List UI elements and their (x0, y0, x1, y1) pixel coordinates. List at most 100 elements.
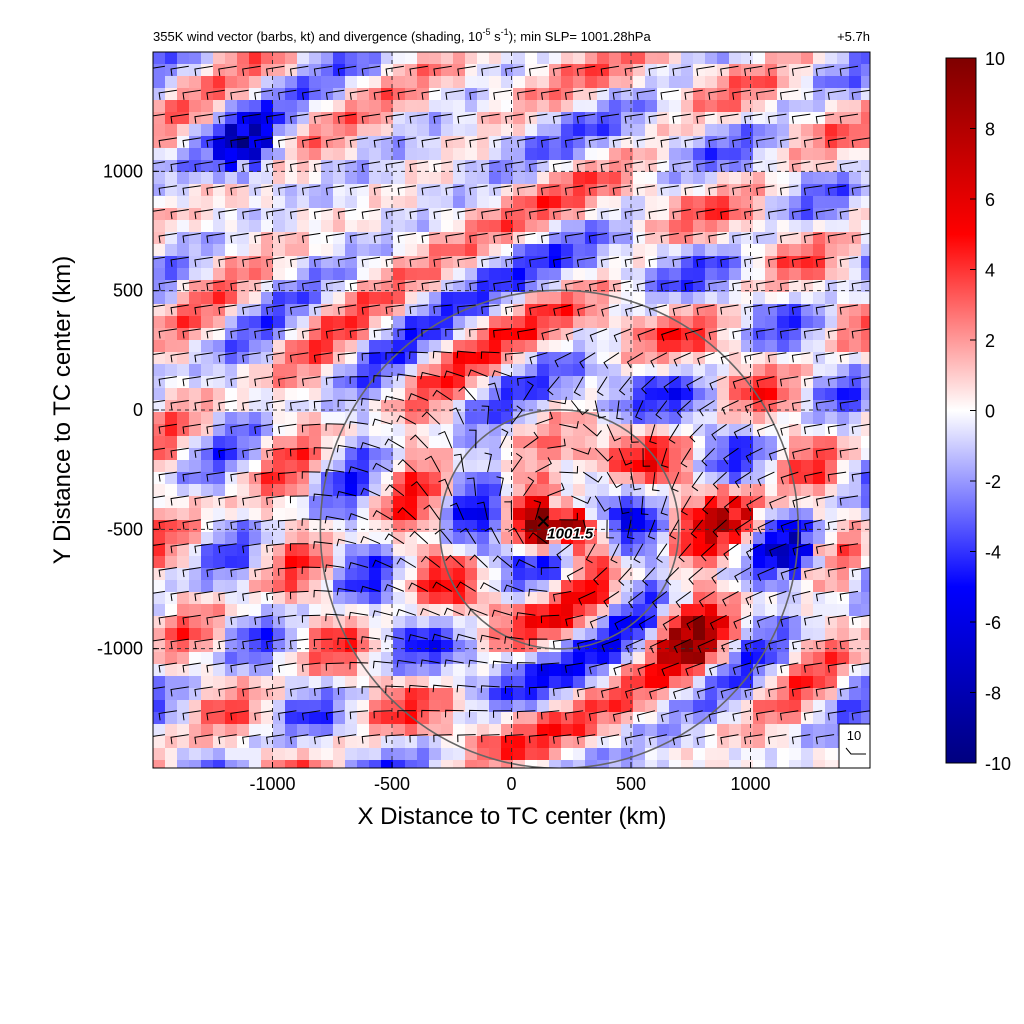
wind-barb (487, 382, 501, 401)
wind-barb (466, 477, 477, 496)
wind-barb (397, 185, 416, 196)
wind-barb (588, 280, 608, 292)
wind-barb (505, 65, 524, 76)
wind-barb (372, 510, 393, 521)
wind-barb (277, 614, 297, 625)
wind-barb (672, 304, 691, 316)
wind-barb (791, 304, 811, 315)
wind-barb (779, 89, 799, 100)
wind-barb (372, 418, 393, 426)
wind-barb (337, 686, 357, 695)
wind-barb (170, 352, 189, 363)
wind-barb (745, 447, 763, 463)
wind-barb (698, 400, 715, 417)
wind-barb (313, 447, 333, 455)
wind-barb (182, 137, 201, 148)
wind-barb (708, 662, 727, 676)
wind-barb (170, 734, 189, 745)
wind-barb (432, 684, 452, 693)
wind-barb (626, 519, 635, 540)
wind-barb (170, 209, 189, 220)
wind-barb (540, 567, 560, 575)
wind-barb (206, 232, 225, 244)
wind-barb (756, 662, 775, 675)
wind-barb (254, 710, 273, 721)
wind-barb (744, 400, 763, 414)
wind-barb (827, 710, 847, 721)
wind-barb (218, 543, 237, 554)
wind-barb (484, 452, 492, 473)
wind-barb (242, 352, 261, 363)
wind-barb (528, 532, 548, 545)
wind-barb (373, 137, 393, 148)
wind-barb (661, 328, 679, 342)
wind-barb (721, 400, 739, 415)
wind-barb (493, 328, 512, 338)
wind-barb (723, 543, 739, 561)
wind-barb (349, 710, 369, 720)
wind-barb (612, 137, 632, 148)
wind-barb (242, 400, 261, 411)
wind-barb (218, 161, 237, 172)
wind-barb (529, 304, 548, 316)
wind-barb (385, 484, 405, 497)
wind-barb (711, 567, 727, 584)
wind-barb (397, 232, 416, 244)
wind-barb (289, 256, 309, 267)
wind-barb (433, 65, 452, 76)
wind-barb (594, 400, 606, 419)
wind-barb (564, 89, 584, 100)
wind-barb (529, 256, 548, 267)
wind-barb (206, 471, 225, 482)
wind-barb (596, 376, 608, 397)
wind-barb (779, 280, 799, 291)
colorbar-tick-label: 0 (985, 402, 995, 422)
wind-barb (170, 65, 189, 76)
wind-barb (289, 495, 309, 504)
wind-barb (815, 734, 835, 745)
wind-barb (361, 352, 381, 361)
wind-barb (230, 614, 249, 625)
wind-barb (618, 567, 632, 586)
wind-barb (744, 113, 763, 124)
wind-barb (803, 232, 823, 244)
wind-barb (158, 232, 177, 244)
wind-barb (504, 636, 524, 644)
wind-barb (540, 137, 560, 148)
wind-barb (385, 352, 404, 360)
wind-barb (373, 328, 393, 338)
wind-barb (601, 638, 620, 652)
wind-barb (647, 519, 656, 540)
wind-barb (153, 256, 165, 260)
wind-barb (640, 495, 649, 515)
wind-barb (571, 495, 592, 504)
wind-barb (517, 328, 536, 339)
wind-barb (421, 411, 441, 425)
wind-barb (648, 113, 667, 124)
wind-barb (266, 734, 285, 745)
wind-barb (433, 304, 452, 314)
wind-barb (397, 137, 416, 148)
wind-barb (230, 328, 249, 339)
wind-barb (301, 710, 321, 721)
colorbar-tick-label: -10 (985, 754, 1011, 774)
wind-barb (289, 304, 309, 315)
wind-barb (600, 686, 620, 699)
wind-barb (792, 638, 811, 650)
wind-barb (468, 659, 488, 668)
wind-barb (254, 328, 273, 339)
wind-barb (708, 280, 727, 291)
wind-barb (158, 185, 177, 196)
wind-barb (153, 543, 165, 546)
wind-barb (540, 614, 560, 624)
wind-barb (481, 161, 500, 172)
wind-barb (565, 328, 584, 342)
wind-barb (170, 256, 189, 267)
wind-barb (278, 376, 297, 387)
wind-barb (433, 209, 452, 220)
wind-barb (588, 710, 608, 721)
wind-barb (493, 185, 512, 196)
wind-barb (278, 328, 297, 339)
wind-barb (744, 65, 763, 76)
wind-barb (469, 280, 488, 291)
